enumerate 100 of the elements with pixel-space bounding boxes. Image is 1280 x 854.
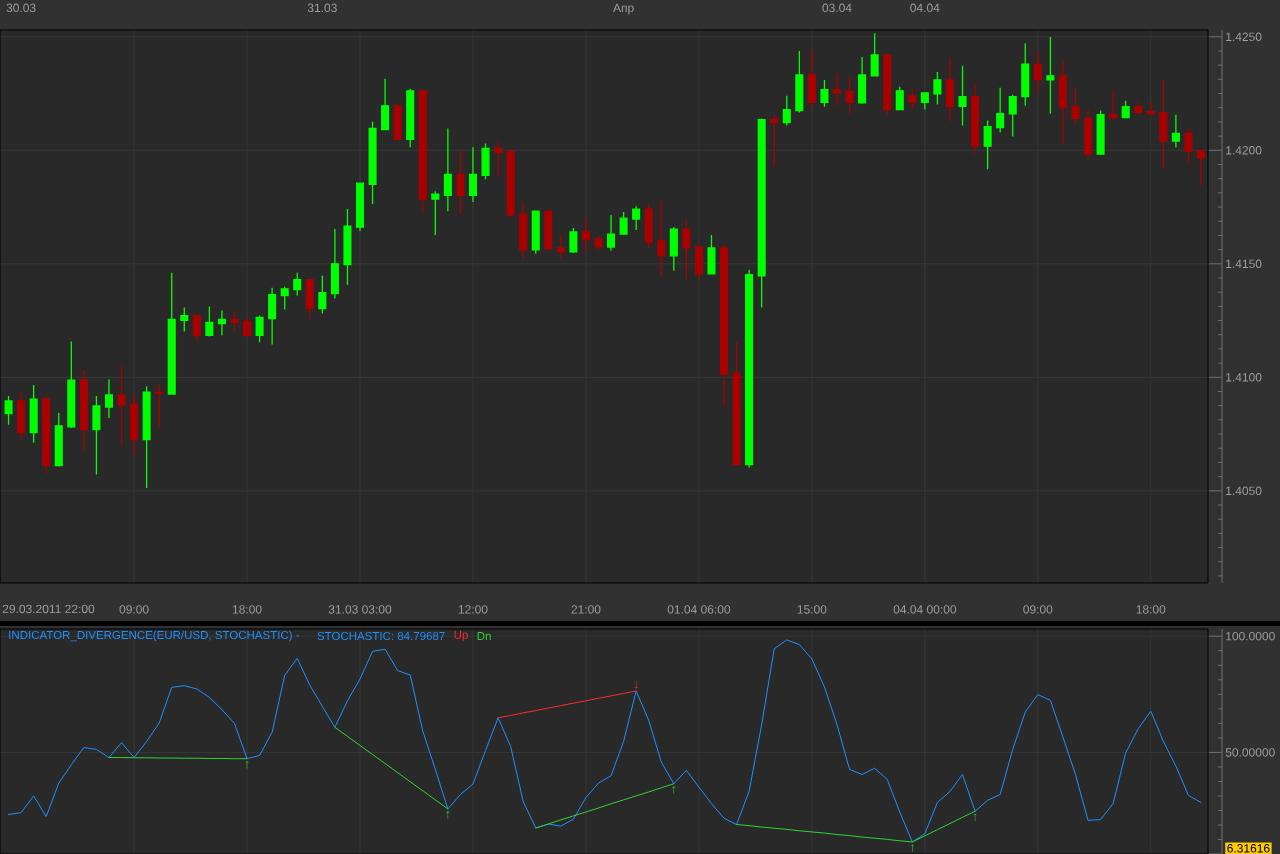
candlestick (230, 309, 239, 333)
candlestick (1008, 94, 1017, 138)
candlestick (1033, 50, 1042, 94)
candlestick (782, 95, 791, 127)
candlestick (29, 384, 38, 444)
candlestick (996, 87, 1005, 134)
candlestick (745, 269, 754, 469)
text: 29.03.2011 22:00 (2, 604, 95, 614)
candlestick (607, 214, 616, 252)
candlestick (368, 121, 377, 205)
candlestick (130, 393, 139, 457)
candlestick (17, 390, 26, 441)
candlestick (945, 57, 954, 123)
x-tick-label: 21:00 (571, 605, 601, 614)
candlestick (1109, 89, 1118, 121)
candlestick (669, 226, 678, 272)
x-tick-label: 04.04 00:00 (893, 605, 957, 614)
candlestick (971, 85, 980, 155)
y-tick-label: 100.0000 (1226, 631, 1275, 641)
series-label: STOCHASTIC: 84.79687 (317, 631, 445, 641)
x-tick-label: 09:00 (1023, 605, 1053, 614)
candlestick (506, 148, 515, 217)
annotation: ↑ (672, 786, 676, 794)
candlestick (870, 32, 879, 77)
candlestick (1121, 100, 1130, 119)
candlestick (832, 73, 842, 107)
candlestick (343, 208, 352, 286)
candlestick (544, 210, 553, 250)
candlestick (468, 146, 478, 203)
candlestick (4, 395, 13, 426)
candlestick (519, 201, 528, 260)
candlestick (217, 309, 226, 336)
candlestick (67, 340, 76, 429)
candlestick (1083, 109, 1093, 160)
candlestick (92, 395, 101, 476)
candlestick (895, 86, 904, 111)
candlestick (732, 341, 741, 467)
text: Апр (613, 3, 634, 15)
candlestick (318, 275, 327, 315)
candlestick (305, 279, 314, 320)
candlestick (1196, 149, 1206, 186)
candlestick (594, 235, 603, 251)
candlestick (431, 190, 440, 236)
candlestick (531, 209, 540, 255)
x-tick-label: 12:00 (458, 605, 488, 614)
candlestick (1096, 109, 1105, 155)
y-tick-label: 1.4100 (1226, 373, 1262, 382)
candlestick (255, 314, 264, 343)
candlestick (205, 305, 214, 338)
x-tick-label: 15:00 (797, 605, 827, 614)
x-tick-label: 18:00 (1136, 605, 1166, 614)
y-tick-label: 1.4250 (1226, 32, 1262, 42)
candlestick (569, 227, 578, 254)
candlestick (619, 211, 628, 235)
annotation: ↑ (973, 813, 977, 822)
chart-title: INDICATOR_DIVERGENCE(EUR/USD, STOCHASTIC) - (9, 630, 300, 642)
text: 30.03 (6, 3, 36, 13)
candlestick (1071, 87, 1080, 126)
annotation: ↑ (245, 760, 249, 769)
candlestick (117, 364, 126, 446)
candlestick (920, 92, 929, 111)
candlestick (494, 140, 503, 178)
candlestick (556, 233, 565, 260)
candlestick (1171, 114, 1180, 149)
text: 04.04 (910, 3, 940, 13)
candlestick (481, 142, 490, 180)
candlestick (381, 78, 390, 131)
y-tick-label: 50.00000 (1225, 748, 1275, 757)
candlestick (443, 127, 452, 212)
candlestick (418, 89, 427, 214)
candlestick (845, 76, 854, 115)
candlestick (657, 199, 666, 277)
candlestick (293, 272, 302, 297)
candlestick (268, 286, 277, 346)
annotation: ↑ (910, 844, 914, 852)
candlestick (393, 104, 402, 141)
text: 03.04 (822, 3, 852, 13)
text: Dn (477, 632, 491, 640)
candlestick (142, 385, 151, 489)
candlestick (581, 217, 590, 253)
candlestick (820, 79, 829, 108)
candlestick (707, 234, 716, 275)
candlestick (355, 182, 365, 232)
x-tick-label: 31.03 03:00 (328, 605, 392, 614)
candlestick (719, 244, 729, 407)
candlestick (795, 50, 804, 114)
candlestick (456, 149, 465, 215)
candlestick (79, 369, 88, 452)
candlestick (1159, 79, 1168, 170)
candlestick (104, 378, 113, 419)
candlestick (694, 246, 703, 281)
annotation: ↓ (634, 681, 638, 689)
candlestick (807, 49, 816, 110)
x-tick-label: 09:00 (119, 605, 149, 614)
candlestick (330, 228, 339, 300)
candlestick (1021, 42, 1030, 107)
text: 31.03 (307, 3, 337, 13)
candlestick (1184, 127, 1193, 164)
candlestick (933, 71, 942, 106)
text: Up (454, 630, 468, 642)
